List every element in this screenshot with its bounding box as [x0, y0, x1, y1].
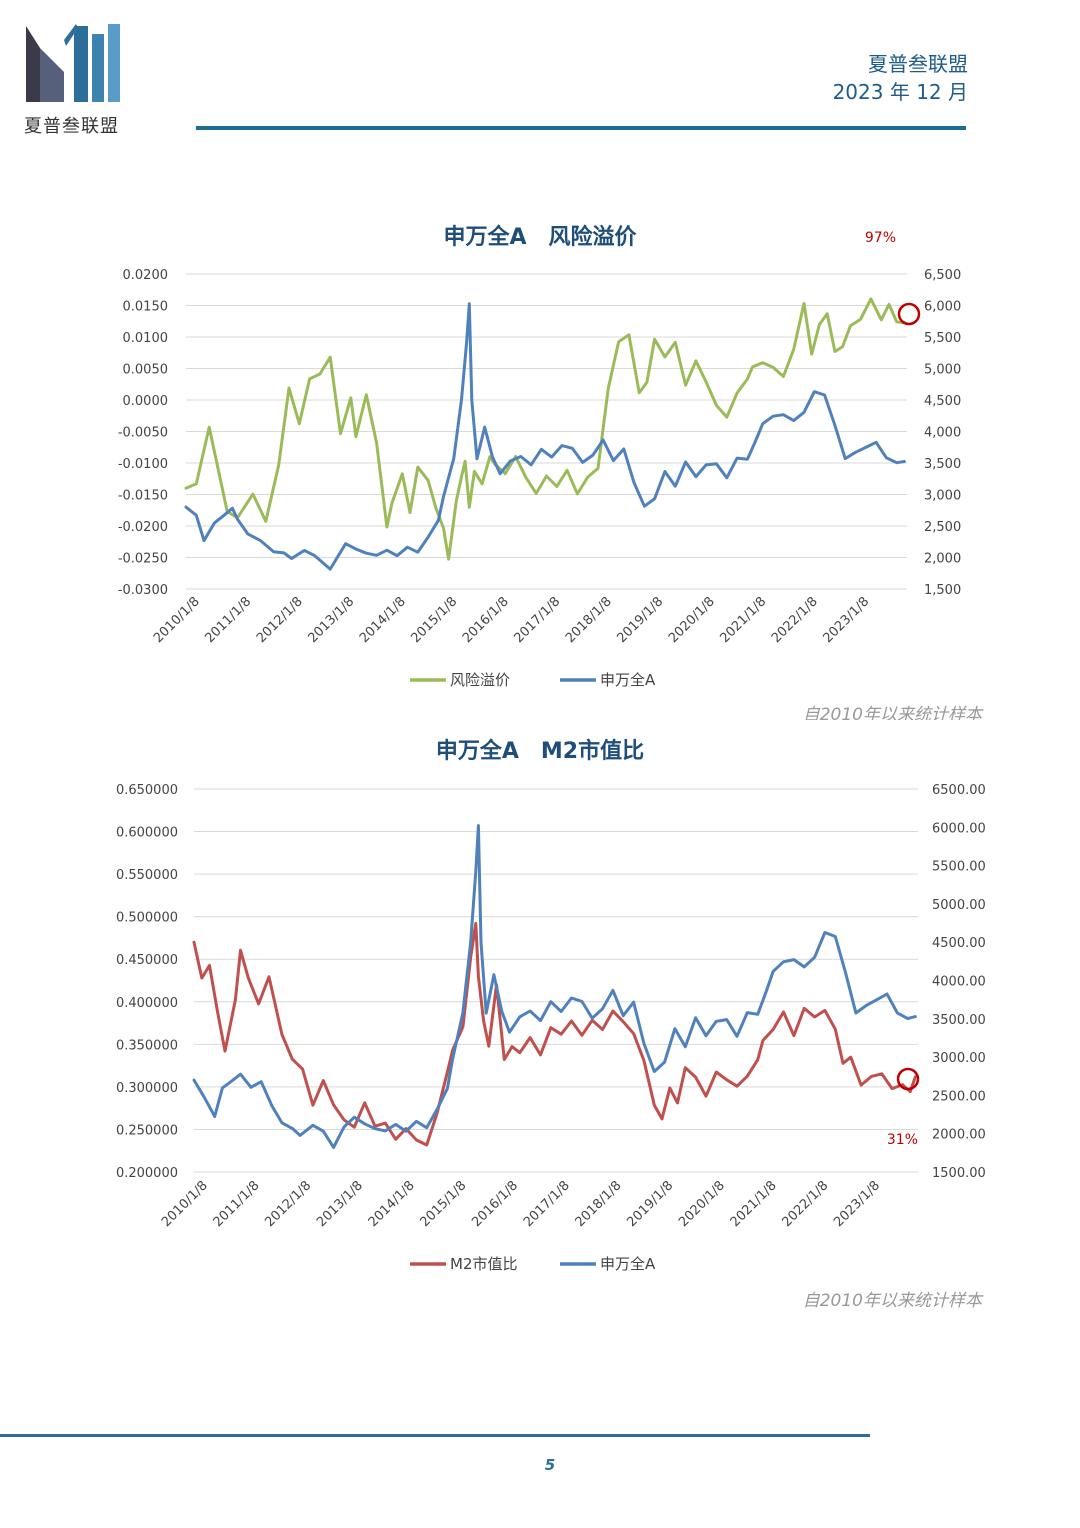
page-number: 5: [544, 1456, 556, 1474]
y-right-tick: 3,000: [924, 489, 961, 504]
x-tick: 2011/1/8: [202, 594, 254, 646]
x-tick: 2022/1/8: [780, 1178, 832, 1230]
x-tick: 2022/1/8: [769, 594, 821, 646]
y-right-tick: 4,500: [924, 394, 961, 409]
m2-ratio-chart: 申万全A M2市值比 31% 0.650000 0.600000 0.550000 0.5…: [0, 720, 1080, 1320]
y-right-tick: 5,500: [924, 331, 961, 346]
red-circle-marker-icon: [896, 1067, 920, 1091]
x-tick: 2012/1/8: [254, 594, 306, 646]
y-left-tick: 0.350000: [116, 1038, 178, 1053]
y-left-tick: 0.0150: [123, 300, 169, 315]
legend-label: 申万全A: [600, 1255, 656, 1273]
y-left-tick: 0.600000: [116, 826, 178, 841]
y-left-tick: 0.0000: [123, 394, 169, 409]
logo-icon: [26, 24, 120, 102]
risk-premium-chart: 申万全A 风险溢价 97% 0.0200 0.0150 0.0100 0.0050 0.00…: [0, 200, 1080, 720]
y-right-tick: 2000.00: [932, 1128, 986, 1143]
series-line-left: [192, 921, 917, 1147]
x-tick: 2014/1/8: [357, 594, 409, 646]
header-date: 2023 年 12 月: [832, 80, 968, 104]
chart-svg: 申万全A M2市值比 31% 0.650000 0.600000 0.550000 0.5…: [116, 738, 986, 1311]
x-tick: 2012/1/8: [262, 1178, 314, 1230]
header-info: 夏普叁联盟 2023 年 12 月: [833, 50, 968, 106]
y-left-tick: 0.0050: [123, 363, 169, 378]
x-tick: 2017/1/8: [511, 594, 563, 646]
y-right-tick: 4500.00: [932, 936, 986, 951]
y-right-tick: 5500.00: [932, 860, 986, 875]
x-tick: 2023/1/8: [820, 594, 872, 646]
x-tick: 2016/1/8: [460, 594, 512, 646]
y-left-tick: 0.0200: [123, 268, 169, 283]
y-right-tick: 6,000: [924, 300, 961, 315]
header-org: 夏普叁联盟: [868, 52, 968, 76]
y-left-tick: 0.400000: [116, 996, 178, 1011]
y-right-tick: 2500.00: [932, 1089, 986, 1104]
sample-note: 自2010年以来统计样本: [803, 1291, 984, 1311]
y-right-tick: 6500.00: [932, 783, 986, 798]
x-tick: 2020/1/8: [666, 594, 718, 646]
sample-note: 自2010年以来统计样本: [803, 705, 984, 720]
y-right-tick: 4,000: [924, 426, 961, 441]
x-tick: 2018/1/8: [573, 1178, 625, 1230]
y-right-tick: 6000.00: [932, 821, 986, 836]
y-right-tick: 6,500: [924, 268, 961, 283]
y-left-tick: 0.200000: [116, 1166, 178, 1181]
y-left-tick: 0.300000: [116, 1081, 178, 1096]
x-tick: 2010/1/8: [159, 1178, 211, 1230]
y-right-tick: 4000.00: [932, 975, 986, 990]
y-left-tick: -0.0250: [118, 552, 168, 567]
x-tick: 2020/1/8: [676, 1178, 728, 1230]
chart-svg: 申万全A 风险溢价 97% 0.0200 0.0150 0.0100 0.0050 0.00…: [118, 224, 984, 720]
series-line-right: [192, 824, 917, 1149]
legend-label: 申万全A: [600, 671, 656, 689]
y-right-tick: 1,500: [924, 583, 961, 598]
legend-label: M2市值比: [450, 1255, 518, 1273]
y-left-tick: 0.500000: [116, 911, 178, 926]
y-left-tick: 0.550000: [116, 868, 178, 883]
y-right-tick: 3,500: [924, 457, 961, 472]
header-rule: [196, 126, 966, 130]
callout-label: 97%: [865, 230, 896, 246]
footer-rule: [0, 1434, 870, 1437]
y-left-tick: -0.0050: [118, 426, 168, 441]
x-tick: 2019/1/8: [624, 1178, 676, 1230]
x-tick: 2014/1/8: [366, 1178, 418, 1230]
x-tick: 2017/1/8: [521, 1178, 573, 1230]
legend-label: 风险溢价: [450, 671, 510, 689]
y-left-tick: 0.0100: [123, 331, 169, 346]
logo-text: 夏普叁联盟: [24, 116, 119, 137]
y-right-tick: 1500.00: [932, 1166, 986, 1181]
x-tick: 2013/1/8: [314, 1178, 366, 1230]
y-right-tick: 5,000: [924, 363, 961, 378]
x-tick: 2016/1/8: [469, 1178, 521, 1230]
x-tick: 2011/1/8: [211, 1178, 263, 1230]
x-tick: 2015/1/8: [408, 594, 460, 646]
x-tick: 2023/1/8: [831, 1178, 883, 1230]
series-line-left: [184, 297, 906, 561]
x-tick: 2019/1/8: [614, 594, 666, 646]
y-left-tick: -0.0200: [118, 520, 168, 535]
y-right-tick: 3000.00: [932, 1051, 986, 1066]
series-line-right: [184, 302, 906, 571]
red-circle-marker-icon: [897, 302, 921, 326]
chart-title: 申万全A 风险溢价: [443, 224, 637, 250]
y-right-tick: 5000.00: [932, 898, 986, 913]
x-tick: 2018/1/8: [563, 594, 615, 646]
y-right-tick: 3500.00: [932, 1013, 986, 1028]
y-left-tick: 0.250000: [116, 1123, 178, 1138]
y-left-tick: 0.650000: [116, 783, 178, 798]
y-right-tick: 2,000: [924, 552, 961, 567]
y-right-tick: 2,500: [924, 520, 961, 535]
x-tick: 2013/1/8: [305, 594, 357, 646]
callout-label: 31%: [887, 1132, 918, 1148]
y-left-tick: -0.0150: [118, 489, 168, 504]
y-left-tick: -0.0100: [118, 457, 168, 472]
x-tick: 2021/1/8: [717, 594, 769, 646]
x-tick: 2021/1/8: [728, 1178, 780, 1230]
x-tick: 2015/1/8: [418, 1178, 470, 1230]
chart-title: 申万全A M2市值比: [436, 738, 644, 764]
y-left-tick: -0.0300: [118, 583, 168, 598]
x-tick: 2010/1/8: [151, 594, 203, 646]
y-left-tick: 0.450000: [116, 953, 178, 968]
